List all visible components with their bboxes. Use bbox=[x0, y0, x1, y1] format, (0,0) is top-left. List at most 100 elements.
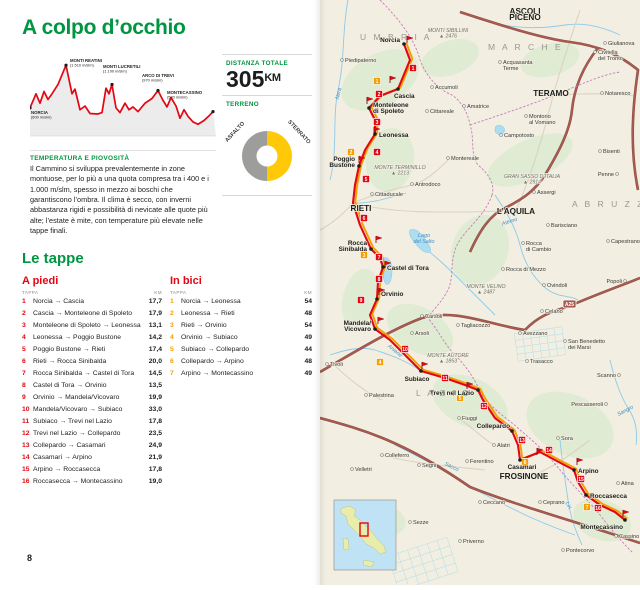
town-label: Trasacco bbox=[530, 359, 553, 365]
walk-stage-marker: 11 bbox=[441, 374, 449, 382]
town-label: Alatri bbox=[497, 443, 510, 449]
town-dot bbox=[617, 373, 621, 377]
stage-flag-icon bbox=[375, 235, 383, 243]
walking-stages-table: A piedi TAPPA KM 1 Norcia → Cascia 17,7 2 Casci… bbox=[22, 275, 162, 489]
stage-name: Orvinio → Subiaco bbox=[181, 334, 238, 342]
town-label: Acquasanta Terme bbox=[503, 60, 533, 72]
map-label: 4 bbox=[376, 150, 379, 156]
map-label: 3 bbox=[363, 253, 366, 259]
town-label: Rocca di Cambio bbox=[526, 241, 551, 253]
stage-km: 13,5 bbox=[148, 382, 162, 389]
region-label: L A Z I O bbox=[416, 388, 471, 398]
stage-name: Roccasecca → Montecassino bbox=[33, 477, 123, 485]
lago-di-campotosto bbox=[494, 125, 505, 135]
map-label: 13 bbox=[519, 438, 525, 444]
stage-flag-icon bbox=[384, 260, 392, 268]
map-label: 6 bbox=[524, 460, 527, 466]
bike-stage-marker: 4 bbox=[376, 358, 384, 366]
motorway bbox=[459, 11, 639, 191]
road bbox=[552, 93, 636, 97]
stats-column: DISTANZA TOTALE 305KM TERRENO ASFALTO STE… bbox=[222, 54, 312, 237]
stage-row: 2 Cascia → Monteleone di Spoleto 17,9 bbox=[22, 309, 162, 321]
mountain-label: MONTI SIBILLINI ▲ 2476 bbox=[428, 28, 469, 40]
town-dot bbox=[563, 339, 567, 343]
route-town-dot bbox=[375, 297, 379, 301]
town-label: Celano bbox=[545, 309, 563, 315]
map-label: 9 bbox=[360, 298, 363, 304]
route-town-dot bbox=[373, 132, 377, 136]
stage-name: Castel di Tora → Orvinio bbox=[33, 382, 107, 389]
town-dot bbox=[465, 459, 469, 463]
infographic-block: NORCIA (600 m/slm) MONTI REATINI (1.510 m/s… bbox=[30, 54, 312, 237]
stage-km: 54 bbox=[304, 298, 312, 306]
walk-stage-marker: 7 bbox=[375, 253, 383, 261]
town-dot bbox=[498, 60, 502, 64]
route-town-label: Castel di Tora bbox=[387, 265, 429, 272]
stage-name: Subiaco → Trevi nel Lazio bbox=[33, 417, 112, 425]
route-town-dot bbox=[510, 429, 514, 433]
town-label: Ovindoli bbox=[547, 283, 567, 289]
route-walk-line bbox=[351, 43, 626, 521]
donut-sterrato-slice bbox=[267, 131, 292, 181]
stage-km: 17,8 bbox=[148, 465, 162, 473]
climate-text: Il Cammino si sviluppa prevalentemente i… bbox=[30, 164, 209, 236]
capital-city-label: ASCOLI PICENO bbox=[509, 7, 541, 22]
stage-km: 21,9 bbox=[148, 453, 162, 461]
river bbox=[609, 359, 638, 446]
stage-name: Rieti → Rocca Sinibalda bbox=[33, 358, 107, 366]
town-label: Cittareale bbox=[430, 109, 454, 115]
stage-row: 3 Rieti → Orvinio 54 bbox=[170, 320, 312, 332]
stage-number: 8 bbox=[22, 382, 26, 389]
route-town-label: Casamari bbox=[508, 464, 537, 471]
route-town-label: Rocca Sinibalda bbox=[339, 240, 368, 253]
town-dot bbox=[593, 50, 597, 54]
stages-title: Le tappe bbox=[22, 249, 84, 267]
town-label: Amatrice bbox=[467, 104, 489, 110]
stage-km: 20,0 bbox=[148, 358, 162, 366]
water-label: Sacco bbox=[443, 461, 459, 473]
route-town-dot bbox=[367, 106, 371, 110]
stage-flag-icon bbox=[358, 155, 366, 163]
route-town-dot bbox=[518, 458, 522, 462]
walk-stage-marker: 15 bbox=[577, 475, 585, 483]
map-label: 12 bbox=[481, 404, 487, 410]
elevation-peak-label: MONTI LUCRETILI (1.100 m/slm) bbox=[103, 64, 140, 74]
stage-number: 5 bbox=[22, 346, 26, 354]
town-dot bbox=[456, 323, 460, 327]
stage-table-title: A piedi bbox=[22, 274, 59, 287]
terrain-shading bbox=[386, 303, 454, 357]
town-dot bbox=[556, 436, 560, 440]
stage-flag-icon bbox=[406, 35, 414, 43]
stage-km: 23,5 bbox=[148, 429, 162, 437]
inset-area-indicator bbox=[359, 522, 369, 537]
stage-flag-icon bbox=[366, 96, 374, 104]
stage-km: 48 bbox=[304, 358, 312, 366]
route-town-label: Mandela/Vicovaro bbox=[344, 320, 372, 333]
town-label: Tivoli bbox=[330, 362, 343, 368]
stage-row: 7 Arpino → Montecassino 49 bbox=[170, 368, 312, 380]
stage-flag-icon bbox=[466, 381, 474, 389]
town-label: Segni bbox=[422, 463, 436, 469]
stage-number: 5 bbox=[170, 346, 174, 354]
town-dot bbox=[340, 58, 344, 62]
stage-row: 5 Poggio Bustone → Rieti 17,4 bbox=[22, 344, 162, 356]
town-label: Piedipaterno bbox=[345, 58, 376, 64]
river bbox=[494, 194, 579, 301]
stage-number: 4 bbox=[170, 334, 174, 342]
town-label: Pontecorvo bbox=[566, 548, 594, 554]
stage-name: Leonessa → Rieti bbox=[181, 310, 235, 318]
town-label: Fiuggi bbox=[462, 416, 477, 422]
stage-row: 15 Arpino → Roccasecca 17,8 bbox=[22, 464, 162, 476]
stage-km: 19,9 bbox=[148, 393, 162, 401]
bike-stage-marker: 2 bbox=[347, 148, 355, 156]
map-label: 2 bbox=[350, 150, 353, 156]
region-border bbox=[469, 71, 621, 126]
map-label: 5 bbox=[459, 396, 462, 402]
water-label: Aterno bbox=[500, 217, 518, 228]
map-label: 8 bbox=[378, 277, 381, 283]
elevation-area bbox=[30, 65, 216, 136]
route-town-label: Montecassino bbox=[580, 524, 623, 531]
stage-number: 10 bbox=[22, 405, 30, 413]
town-dot bbox=[492, 443, 496, 447]
stage-name: Collepardo → Casamari bbox=[33, 441, 106, 449]
